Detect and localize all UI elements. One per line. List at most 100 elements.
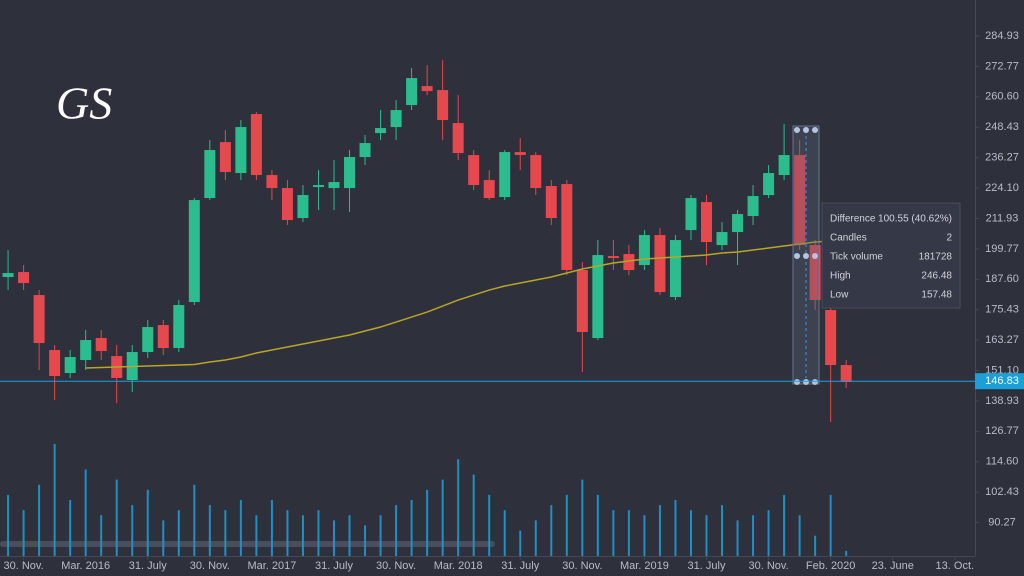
- candle-body: [545, 186, 557, 219]
- last-price-label: 146.83: [985, 375, 1019, 387]
- volume-bar: [131, 505, 134, 556]
- candle-body: [49, 350, 61, 377]
- scrollbar[interactable]: [0, 541, 495, 547]
- candle-body: [18, 272, 30, 284]
- x-tick-label: Mar. 2016: [61, 560, 110, 572]
- volume-bar: [270, 500, 273, 556]
- candle-body: [669, 240, 681, 298]
- volume-bar: [643, 515, 646, 556]
- volume-bar: [162, 520, 165, 556]
- candle-body: [328, 182, 340, 189]
- candle-body: [437, 90, 449, 121]
- candle-body: [250, 114, 262, 176]
- candle-body: [825, 310, 837, 366]
- volume-bar: [410, 500, 413, 556]
- volume-bar: [550, 505, 553, 556]
- volume-bar: [565, 494, 568, 556]
- plot-area: 90.27102.43114.60126.77138.93151.10163.2…: [2, 30, 1019, 572]
- candle-body: [80, 340, 92, 361]
- volume-bar: [488, 494, 491, 556]
- volume-bar: [317, 510, 320, 556]
- volume-bar: [193, 484, 196, 556]
- candle-body: [794, 155, 806, 246]
- info-value: 100.55 (40.62%): [878, 214, 952, 225]
- volume-bar: [721, 505, 724, 556]
- volume-bar: [22, 510, 25, 556]
- candle-body: [359, 143, 371, 158]
- candle-body: [638, 235, 650, 266]
- volume-bar: [736, 520, 739, 556]
- volume-bar: [333, 520, 336, 556]
- candle-body: [685, 198, 697, 231]
- candle-body: [654, 235, 666, 293]
- candle-body: [33, 295, 45, 344]
- y-tick-label: 138.93: [985, 395, 1019, 407]
- candle-body: [763, 173, 775, 196]
- volume-bar: [596, 494, 599, 556]
- info-key: Low: [830, 290, 849, 301]
- y-tick-label: 236.27: [985, 152, 1019, 164]
- volume-bar: [674, 500, 677, 556]
- candle-body: [344, 157, 356, 189]
- candle-body: [281, 188, 293, 221]
- candle-body: [483, 180, 495, 199]
- candle-body: [499, 152, 511, 198]
- candle-body: [452, 123, 464, 154]
- volume-bar: [301, 515, 304, 556]
- x-tick-label: 31. July: [688, 560, 726, 572]
- candle-body: [468, 155, 480, 186]
- volume-bar: [177, 510, 180, 556]
- candle-body: [235, 127, 247, 174]
- candle-body: [2, 273, 14, 278]
- info-key: Difference: [830, 214, 876, 225]
- y-tick-label: 175.43: [985, 304, 1019, 316]
- x-tick-label: Mar. 2017: [247, 560, 296, 572]
- x-tick-label: 13. Oct.: [936, 560, 975, 572]
- measure-handles[interactable]: [794, 127, 818, 385]
- volume-bar: [503, 510, 506, 556]
- volume-bar: [426, 489, 429, 556]
- candle-body: [64, 357, 76, 374]
- info-value: 181728: [919, 252, 953, 263]
- info-value: 246.48: [921, 271, 952, 282]
- x-tick-label: 30. Nov.: [562, 560, 602, 572]
- candle-body: [623, 254, 635, 271]
- info-key: High: [830, 271, 851, 282]
- volume-bar: [627, 510, 630, 556]
- x-tick-label: 31. July: [315, 560, 353, 572]
- candle-body: [421, 86, 433, 92]
- candle-body: [747, 196, 759, 217]
- info-box: [821, 202, 961, 309]
- volume-bar: [208, 505, 211, 556]
- y-tick-label: 163.27: [985, 334, 1019, 346]
- volume-bar: [829, 494, 832, 556]
- candle-body: [561, 184, 573, 271]
- volume-bar: [84, 469, 87, 556]
- y-tick-label: 224.10: [985, 182, 1019, 194]
- candle-body: [716, 232, 728, 246]
- candle-body: [173, 305, 185, 349]
- volume-bar: [286, 510, 289, 556]
- candle-body: [390, 110, 402, 128]
- volume-bar: [100, 515, 103, 556]
- moving-average: [85, 240, 831, 369]
- x-tick-label: Mar. 2018: [434, 560, 483, 572]
- candle-body: [204, 150, 216, 199]
- info-value: 157.48: [921, 290, 952, 301]
- volume-bar: [7, 494, 10, 556]
- volume-bar: [53, 444, 56, 556]
- x-tick-label: 30. Nov.: [190, 560, 230, 572]
- candle-body: [778, 155, 790, 176]
- y-tick-label: 199.77: [985, 243, 1019, 255]
- volume-bar: [348, 515, 351, 556]
- volume-bar: [146, 489, 149, 556]
- volume-bar: [379, 515, 382, 556]
- last-price-box: [975, 373, 1024, 390]
- handwritten-note: GS: [56, 78, 112, 129]
- candle-body: [157, 325, 169, 349]
- x-tick-label: Mar. 2019: [620, 560, 669, 572]
- volume-bar: [239, 500, 242, 556]
- candle-body: [297, 195, 309, 219]
- candle-body: [142, 327, 154, 353]
- y-tick-label: 248.43: [985, 121, 1019, 133]
